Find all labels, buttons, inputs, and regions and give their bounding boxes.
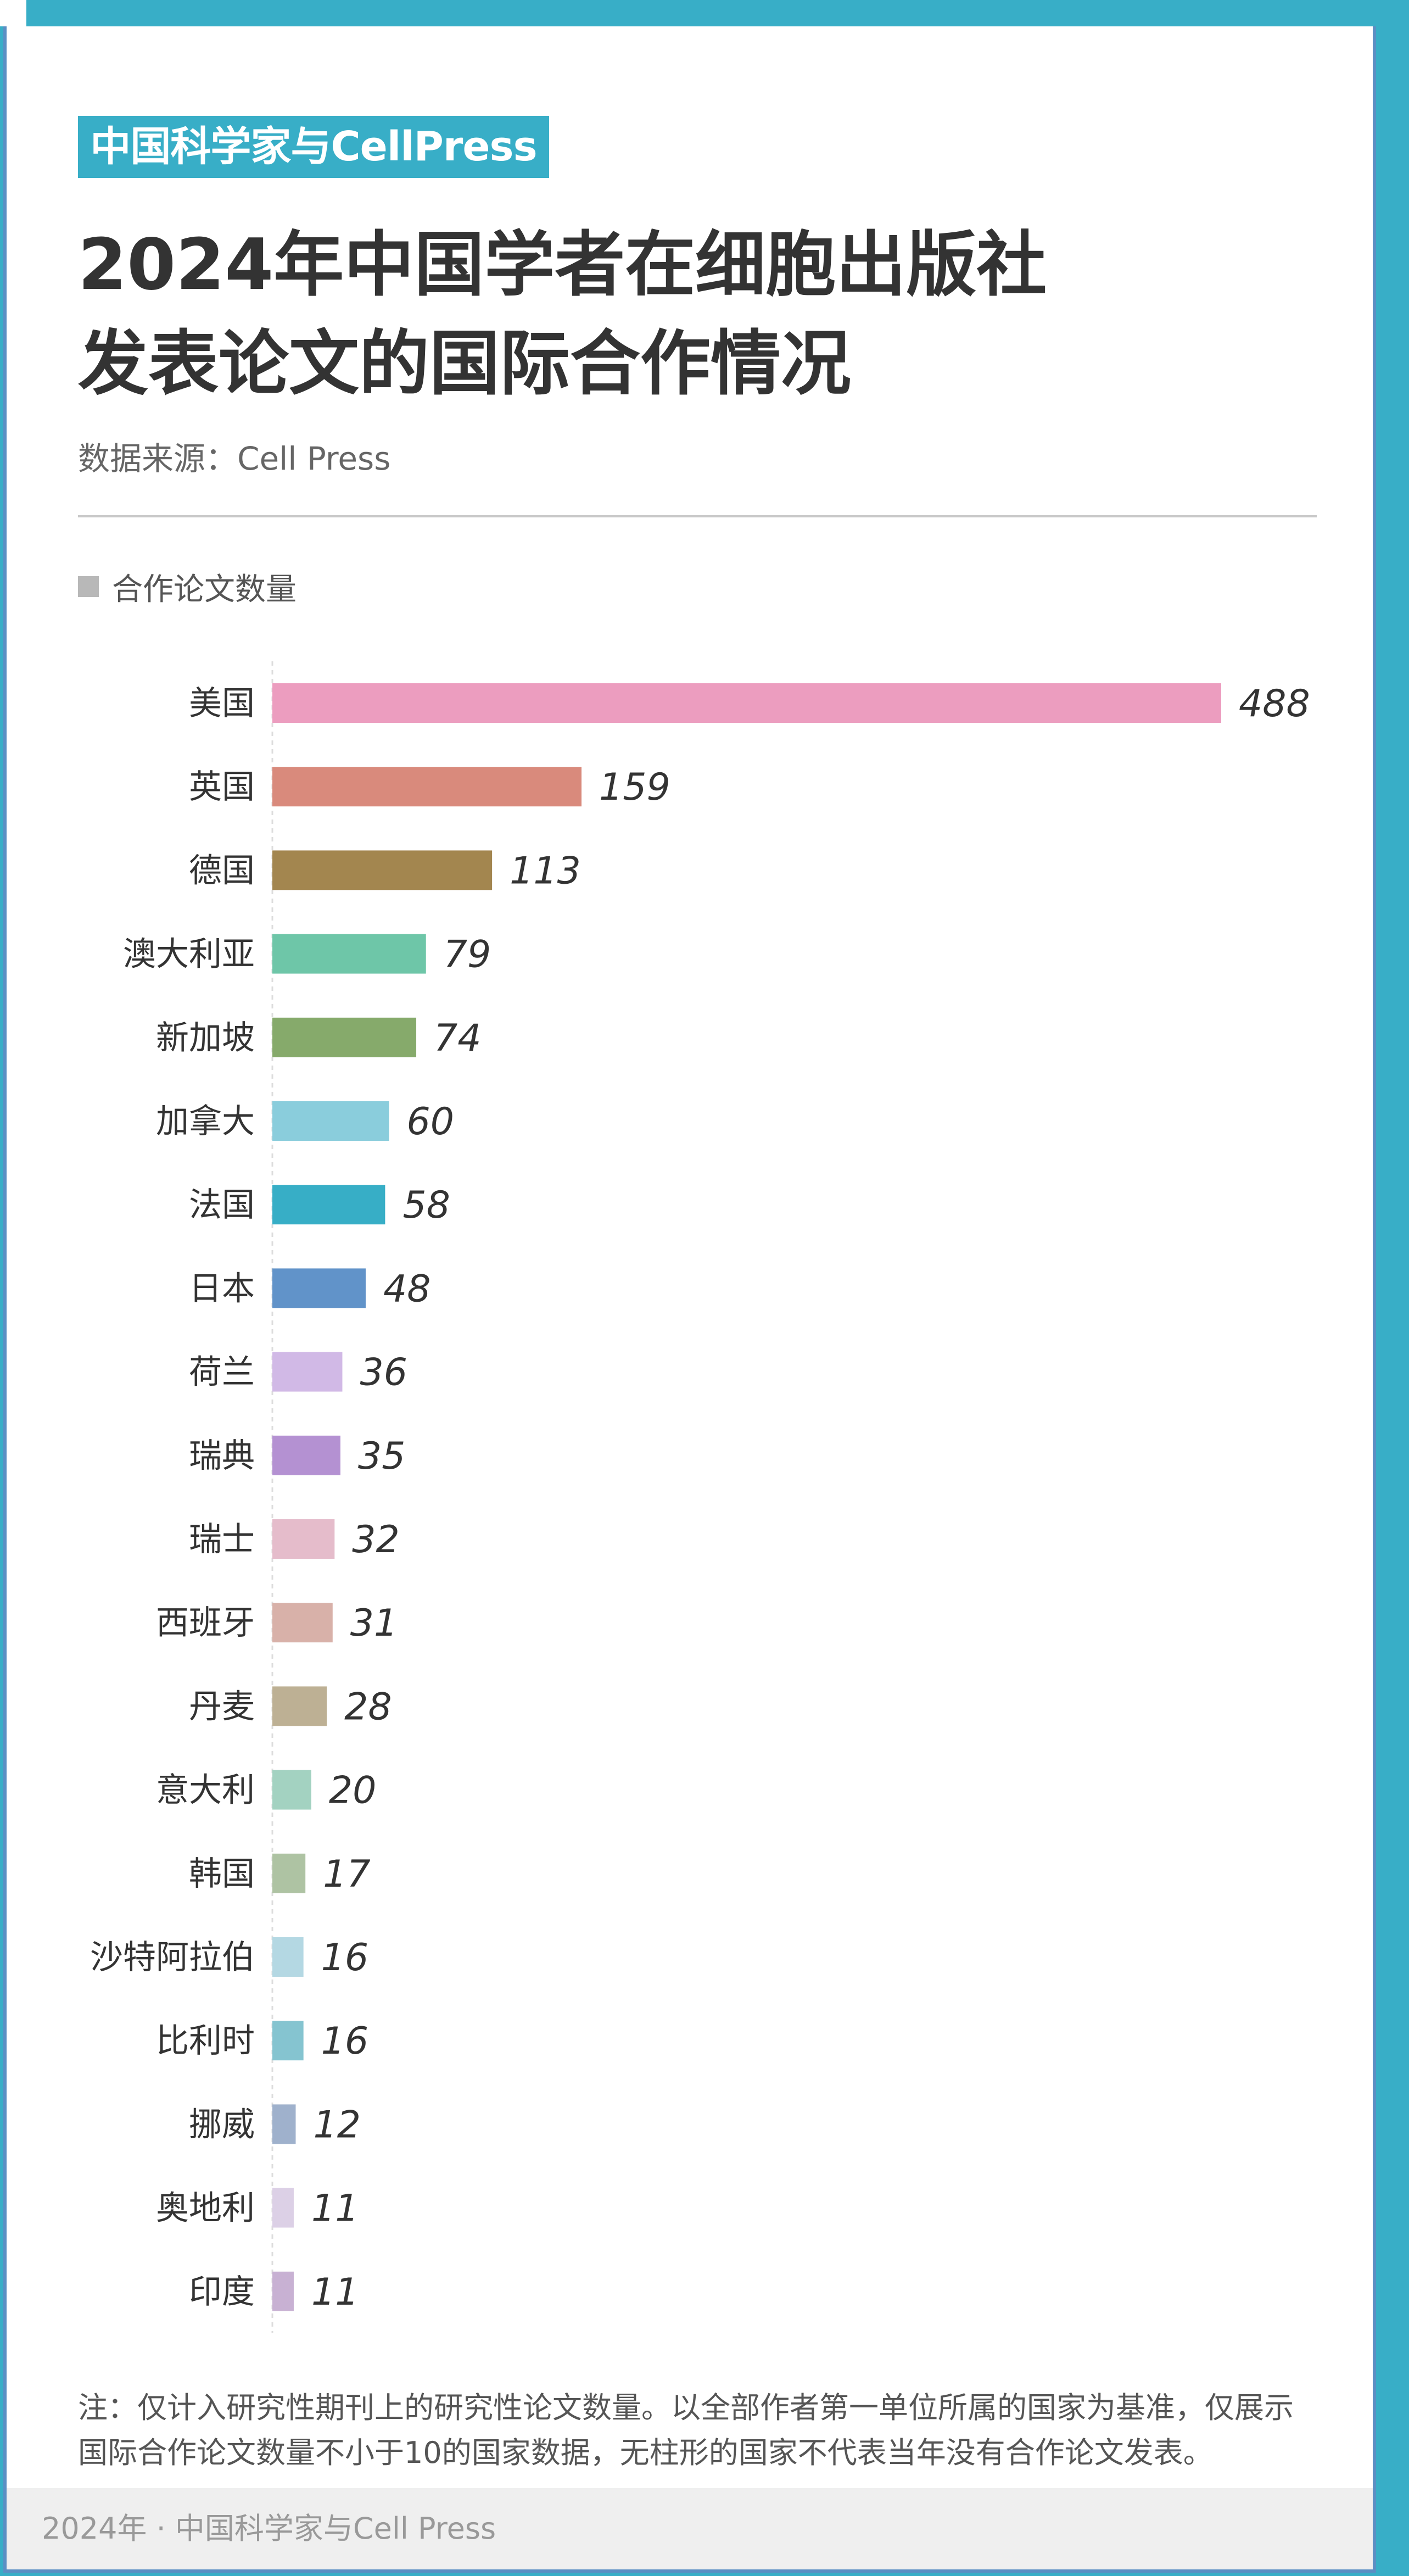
- bar-17: [272, 2104, 296, 2144]
- bar-1: [272, 767, 582, 807]
- bar-18: [272, 2188, 294, 2228]
- title-line-1: 2024年中国学者在细胞出版社: [78, 224, 1047, 306]
- value-label: 28: [344, 1685, 392, 1729]
- value-label: 60: [406, 1100, 454, 1144]
- value-label: 159: [599, 766, 670, 809]
- value-label: 31: [350, 1602, 398, 1645]
- value-label: 36: [360, 1351, 407, 1395]
- bar-11: [272, 1603, 333, 1643]
- category-label: 奥地利: [156, 2189, 255, 2228]
- data-source: 数据来源：Cell Press: [78, 440, 391, 477]
- bar-6: [272, 1185, 385, 1225]
- footer-bar: 2024年 · 中国科学家与Cell Press: [7, 2488, 1373, 2569]
- bar-16: [272, 2021, 304, 2061]
- value-label: 17: [323, 1853, 371, 1896]
- category-label: 荷兰: [189, 1353, 255, 1392]
- footnote: 注：仅计入研究性期刊上的研究性论文数量。以全部作者第一单位所属的国家为基准，仅展…: [78, 2390, 1294, 2470]
- legend-swatch: [78, 576, 99, 597]
- value-label: 20: [329, 1769, 377, 1813]
- legend-label: 合作论文数量: [112, 571, 297, 607]
- value-label: 16: [321, 1936, 369, 1980]
- category-label: 丹麦: [189, 1687, 255, 1726]
- value-label: 58: [402, 1184, 450, 1227]
- bar-5: [272, 1101, 389, 1141]
- category-label: 沙特阿拉伯: [90, 1938, 255, 1977]
- value-label: 48: [383, 1267, 431, 1311]
- bar-2: [272, 850, 493, 890]
- category-label: 比利时: [156, 2022, 255, 2060]
- bar-14: [272, 1853, 306, 1893]
- value-label: 12: [313, 2103, 361, 2146]
- bar-3: [272, 934, 426, 974]
- category-label: 德国: [189, 851, 255, 890]
- bar-0: [272, 683, 1221, 723]
- value-label: 113: [510, 849, 581, 893]
- bar-8: [272, 1352, 343, 1392]
- value-label: 16: [321, 2020, 369, 2063]
- footer-text: 2024年 · 中国科学家与Cell Press: [42, 2511, 496, 2546]
- category-label: 韩国: [189, 1855, 255, 1893]
- bar-13: [272, 1770, 311, 1810]
- value-label: 11: [311, 2187, 359, 2231]
- title-line-2: 发表论文的国际合作情况: [78, 323, 852, 405]
- bar-9: [272, 1435, 340, 1475]
- category-label: 美国: [189, 684, 255, 723]
- bar-7: [272, 1268, 366, 1308]
- bar-12: [272, 1686, 327, 1726]
- category-label: 瑞典: [189, 1437, 255, 1475]
- category-label: 英国: [189, 768, 255, 806]
- value-label: 11: [311, 2271, 359, 2314]
- category-label: 西班牙: [156, 1604, 255, 1642]
- bar-10: [272, 1519, 335, 1559]
- value-label: 74: [434, 1017, 482, 1060]
- category-label: 澳大利亚: [123, 935, 255, 974]
- header-divider: [78, 515, 1317, 517]
- chart-legend: 合作论文数量: [78, 569, 297, 607]
- bar-chart: 美国 488 英国 159 德国 113 澳大利亚 79 新加坡 74 加拿大 60 法国 58 日本 48 荷…: [90, 661, 1310, 2333]
- value-label: 35: [358, 1435, 406, 1478]
- bar-4: [272, 1017, 417, 1057]
- page-title: 2024年中国学者在细胞出版社 发表论文的国际合作情况: [78, 216, 1231, 414]
- brand-tag: 中国科学家与CellPress: [78, 116, 549, 178]
- corner-accent: [0, 0, 26, 26]
- bar-19: [272, 2271, 294, 2311]
- infographic-card: 中国科学家与CellPress 2024年中国学者在细胞出版社 发表论文的国际合…: [3, 26, 1376, 2573]
- category-label: 挪威: [189, 2105, 255, 2144]
- value-label: 32: [352, 1518, 400, 1562]
- value-label: 79: [444, 933, 491, 977]
- category-label: 印度: [189, 2273, 255, 2311]
- category-label: 意大利: [156, 1771, 255, 1810]
- category-label: 新加坡: [156, 1019, 255, 1057]
- category-label: 法国: [189, 1186, 255, 1224]
- category-label: 日本: [189, 1269, 255, 1308]
- bar-15: [272, 1937, 304, 1977]
- category-label: 瑞士: [189, 1520, 255, 1559]
- value-label: 488: [1239, 682, 1310, 726]
- category-label: 加拿大: [156, 1102, 255, 1141]
